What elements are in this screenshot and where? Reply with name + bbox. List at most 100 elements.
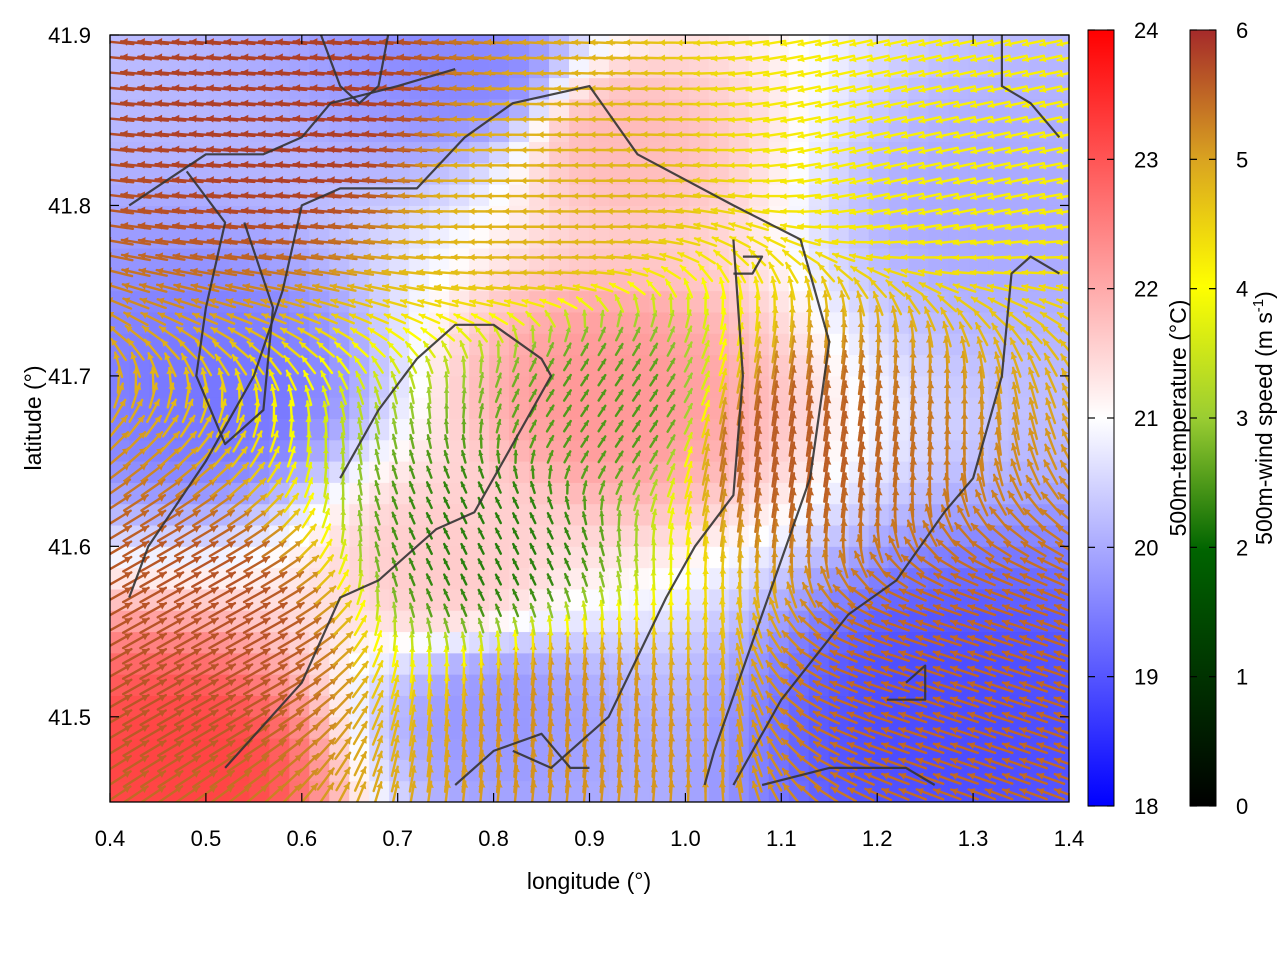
temperature-cell <box>589 609 610 633</box>
temperature-cell <box>509 439 531 462</box>
wind-arrow <box>189 222 221 230</box>
wind-arrow <box>139 571 168 588</box>
temperature-cell <box>628 694 650 718</box>
wind-arrow <box>284 477 298 498</box>
wind-arrow <box>309 160 342 169</box>
wind-arrow <box>188 53 222 62</box>
wind-arrow <box>191 754 219 773</box>
wind-arrow <box>156 617 185 634</box>
wind-arrow <box>242 678 271 696</box>
wind-arrow <box>352 690 369 714</box>
temperature-cell <box>589 396 610 419</box>
temperature-cell <box>489 503 511 526</box>
temperature-cell <box>988 503 1010 526</box>
temperature-cell <box>529 183 551 206</box>
x-tick-label: 0.4 <box>95 826 126 851</box>
wind-arrow <box>154 206 187 215</box>
temperature-cell <box>469 35 491 57</box>
wind-arrow <box>122 724 150 742</box>
wind-arrow <box>190 663 219 680</box>
wind-arrow <box>214 430 231 453</box>
temperature-cell <box>329 119 351 143</box>
wind-arrow <box>338 385 347 406</box>
wind-arrow <box>173 724 202 742</box>
temperature-cell <box>509 503 531 526</box>
wind-arrow <box>279 539 303 559</box>
wind-arrow <box>225 663 254 680</box>
temperature-cell <box>509 588 531 611</box>
wind-arrow <box>281 508 301 529</box>
wind-arrow <box>351 675 369 699</box>
wind-arrow <box>311 283 340 292</box>
temperature-cell <box>509 226 531 249</box>
wind-arrow <box>333 706 353 729</box>
temperature-cell <box>529 524 551 547</box>
temperature-cell <box>569 119 590 143</box>
wind-arrow <box>344 176 377 184</box>
temperature-cell <box>129 119 151 143</box>
temperature-cell <box>189 119 211 143</box>
wind-arrow <box>293 237 324 246</box>
colorbar-tick-label: 22 <box>1134 277 1158 302</box>
wind-arrow <box>188 130 222 138</box>
temperature-cell <box>968 141 990 164</box>
wind-arrow <box>347 298 373 308</box>
wind-arrow <box>160 339 181 360</box>
temperature-cell <box>369 503 391 526</box>
temperature-cell <box>509 247 531 270</box>
temperature-cell <box>429 141 451 164</box>
wind-arrow <box>192 493 218 512</box>
temperature-cell <box>529 226 551 249</box>
temperature-cell <box>589 119 610 143</box>
wind-arrow <box>122 754 150 773</box>
wind-arrow <box>243 555 271 573</box>
temperature-cell <box>1028 737 1050 760</box>
temperature-cell <box>349 119 371 143</box>
temperature-cell <box>329 673 351 696</box>
wind-arrow <box>146 398 161 424</box>
wind-arrow <box>154 99 187 108</box>
wind-arrow <box>292 68 325 77</box>
temperature-cell <box>449 226 471 249</box>
temperature-cell <box>429 439 451 462</box>
temperature-cell <box>549 35 571 57</box>
wind-arrow <box>240 206 273 215</box>
wind-arrow <box>260 693 288 711</box>
temperature-cell <box>928 35 950 57</box>
temperature-cell <box>668 588 690 611</box>
wind-arrow <box>277 586 305 604</box>
wind-arrow <box>234 368 245 393</box>
wind-arrow <box>332 631 354 651</box>
temperature-cell <box>269 758 291 782</box>
wind-arrow <box>292 206 325 215</box>
wind-arrow <box>190 282 220 293</box>
temperature-cell <box>329 609 351 633</box>
temperature-cell <box>449 396 471 419</box>
wind-arrow <box>173 663 202 680</box>
temperature-cell <box>110 35 131 57</box>
wind-arrow <box>122 678 150 696</box>
temperature-cell <box>728 332 750 356</box>
wind-arrow <box>340 523 347 544</box>
temperature-cell <box>1028 226 1050 249</box>
temperature-cell <box>988 247 1010 270</box>
temperature-cell <box>549 119 571 143</box>
wind-arrow <box>175 326 200 343</box>
wind-arrow <box>352 645 369 667</box>
temperature-cell <box>529 98 551 121</box>
wind-arrow <box>313 313 338 325</box>
wind-arrow <box>206 176 239 184</box>
wind-arrow <box>323 477 330 498</box>
temperature-cell <box>449 545 471 569</box>
wind-arrow <box>309 38 342 46</box>
temperature-cell <box>569 162 590 185</box>
wind-arrow <box>223 145 256 154</box>
temperature-cell <box>449 609 471 633</box>
temperature-cell <box>928 396 950 419</box>
wind-arrow <box>191 724 219 742</box>
wind-arrow <box>275 130 308 138</box>
wind-arrow <box>157 785 184 802</box>
temperature-cell <box>509 204 531 228</box>
temperature-cell <box>648 98 670 121</box>
wind-arrow <box>296 570 321 589</box>
